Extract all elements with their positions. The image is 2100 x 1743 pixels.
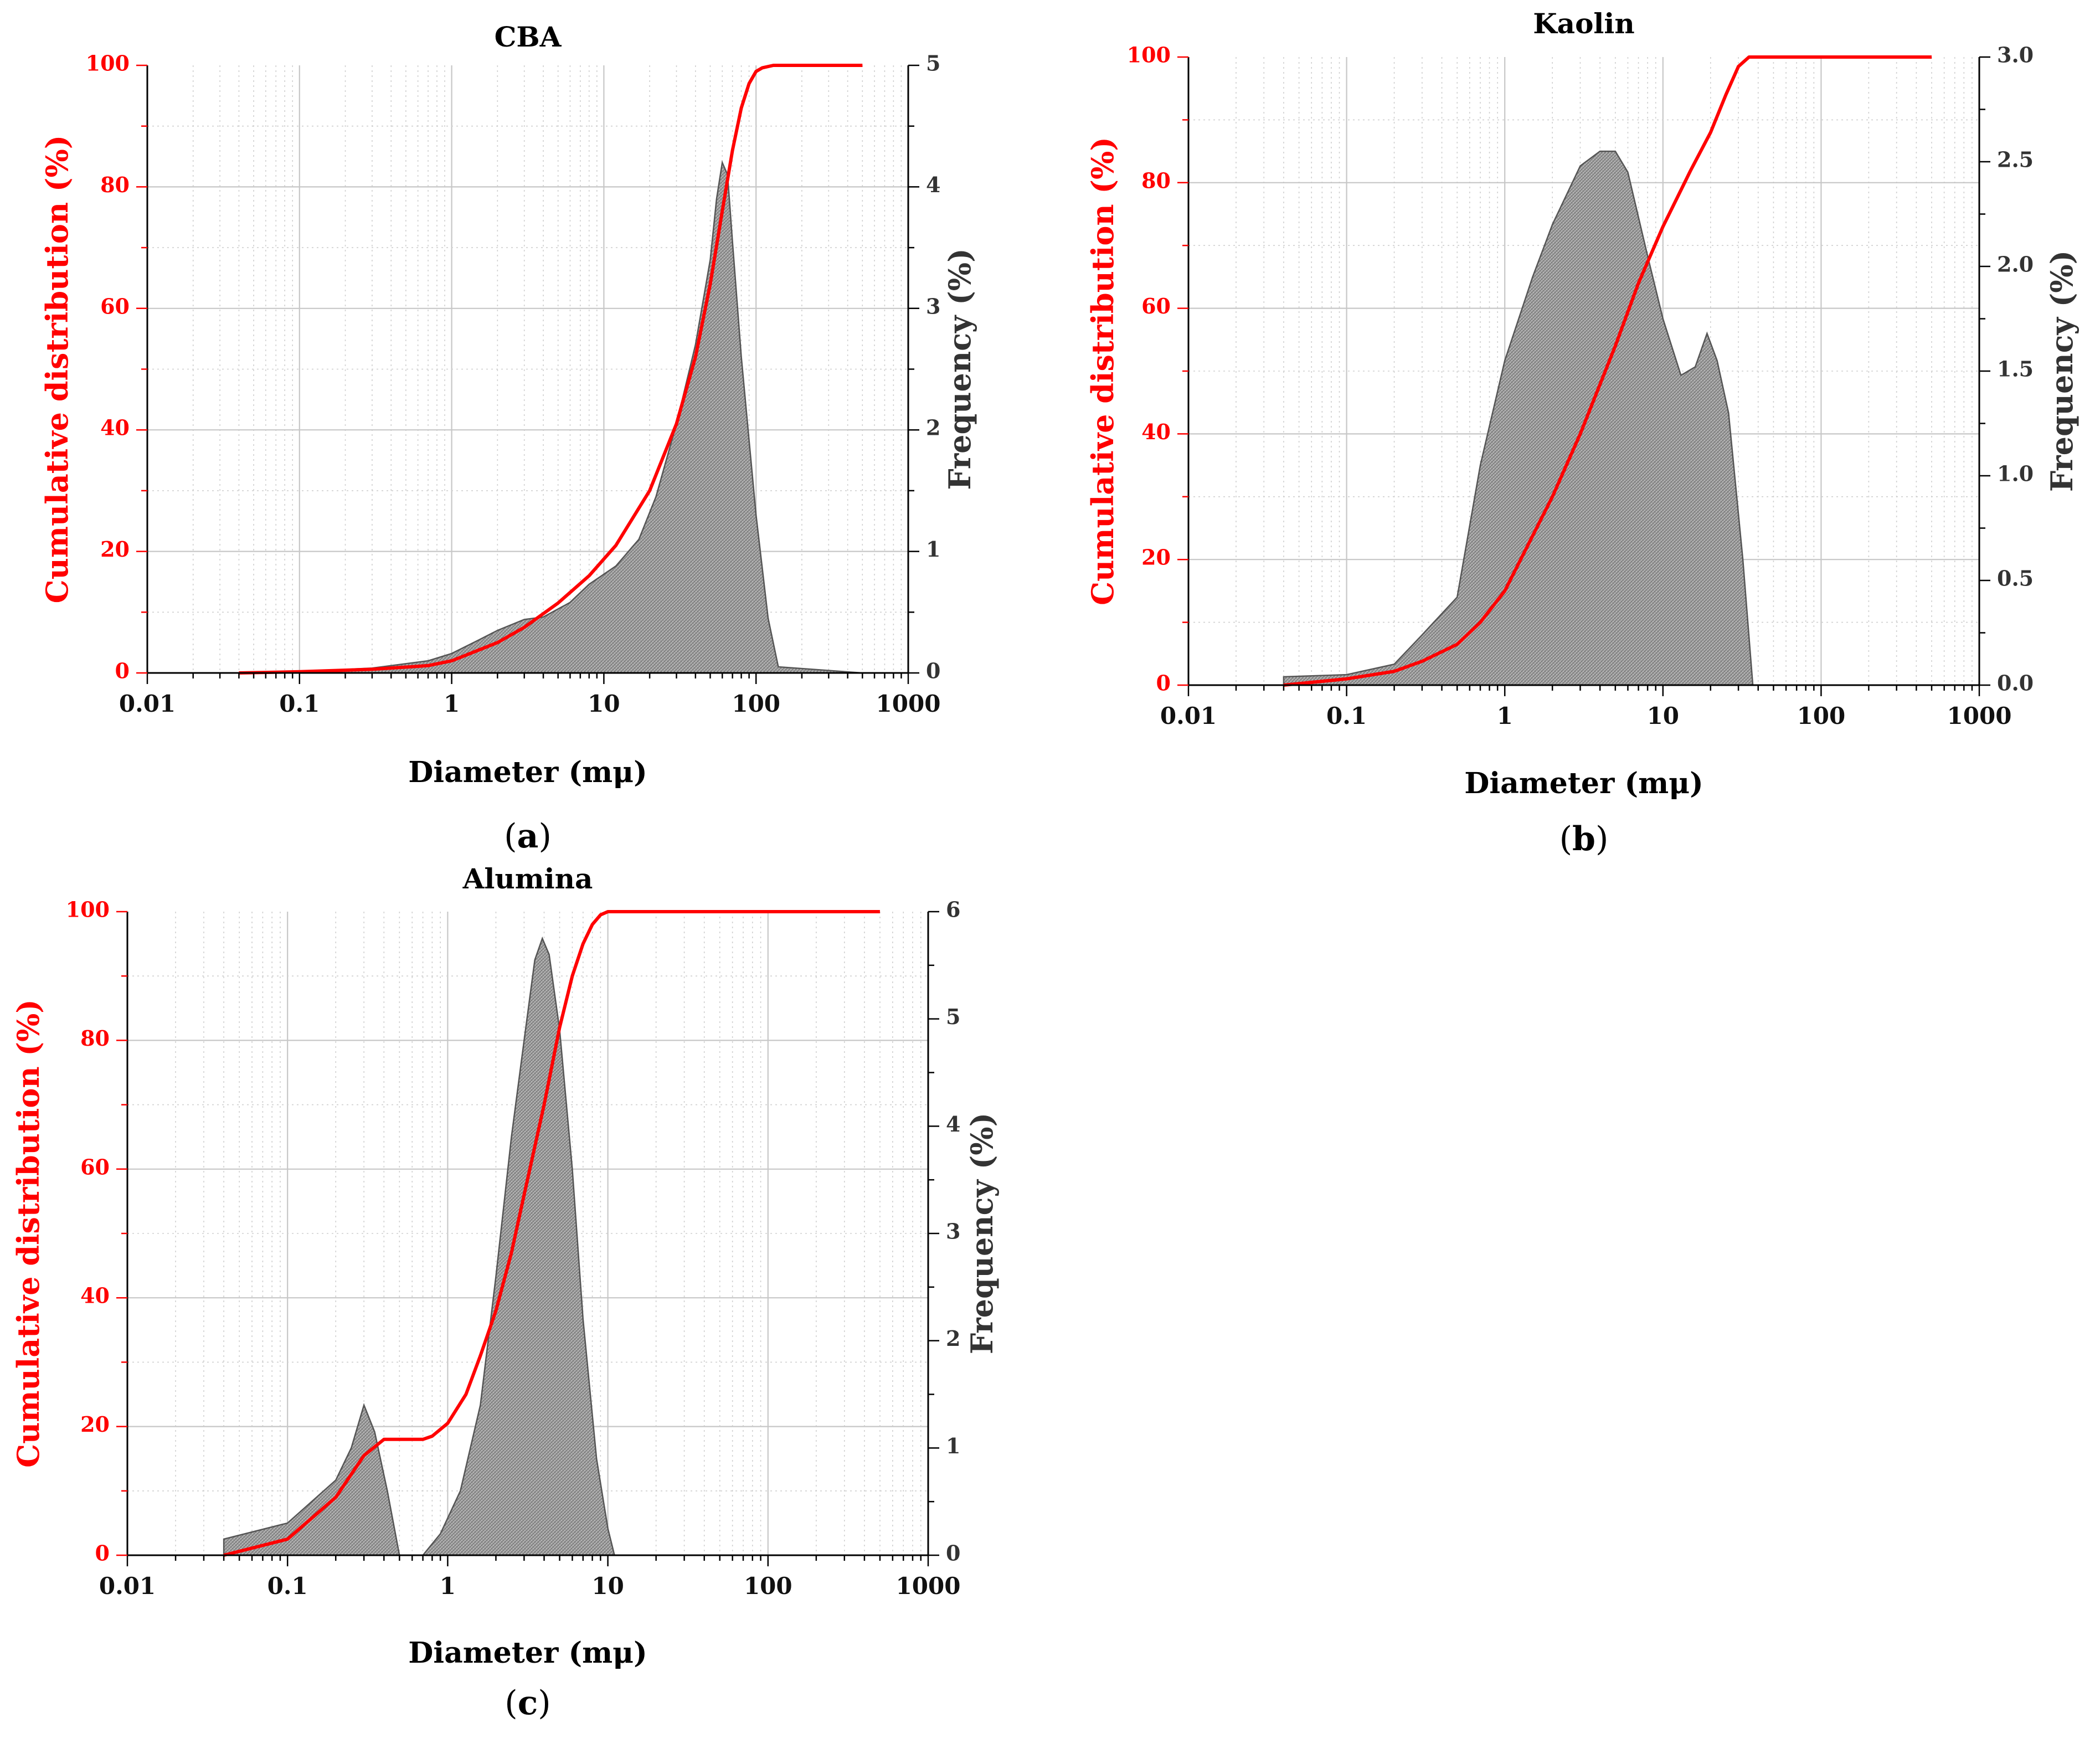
- left-axis-label: Cumulative distribution (%): [1085, 137, 1120, 605]
- right-tick-label: 3.0: [1997, 43, 2034, 68]
- right-tick-label: 0.5: [1997, 566, 2034, 591]
- left-tick-label: 20: [100, 537, 130, 562]
- x-tick-label: 0.1: [267, 1572, 308, 1600]
- grid: [147, 65, 908, 673]
- frequency-area-cba: [239, 160, 863, 674]
- left-tick-label: 60: [1141, 294, 1171, 318]
- chart-alumina: 0.01 0.1 1 10 100 10000204060801000123456Alum…: [11, 862, 1000, 1723]
- left-tick-label: 20: [80, 1412, 110, 1437]
- panel-label: (c): [505, 1684, 550, 1723]
- right-ticks: 0 1 2 3 4 5 6: [928, 897, 960, 1566]
- left-axis-label: Cumulative distribution (%): [11, 999, 46, 1468]
- left-ticks: 0 20 40 60 80 100: [1127, 43, 1188, 696]
- right-axis-label: Frequency (%): [2044, 250, 2080, 492]
- x-tick-label: 10: [588, 690, 620, 717]
- frequency-area-alumina: [223, 936, 880, 1556]
- x-ticks: 0.01 0.1 1 10 100 1000: [119, 673, 941, 717]
- x-tick-label: 1000: [876, 690, 941, 717]
- cumulative-line-kaolin: [1283, 55, 1932, 687]
- x-tick-label: 0.01: [1160, 702, 1217, 729]
- x-tick-label: 100: [732, 690, 780, 717]
- left-tick-label: 0: [95, 1541, 110, 1566]
- left-tick-label: 0: [1156, 671, 1171, 696]
- right-tick-label: 2: [926, 415, 940, 440]
- right-tick-label: 1: [926, 537, 940, 562]
- right-tick-label: 0.0: [1997, 671, 2034, 696]
- right-tick-label: 2.0: [1997, 252, 2034, 277]
- x-tick-label: 1: [1497, 702, 1513, 729]
- chart-kaolin: 0.01 0.1 1 10 100 1000 0 20 40 60 80 100 0.0 0.5 1.0 1.…: [1085, 7, 2080, 858]
- right-ticks: 0 1 2 3 4 5: [908, 51, 940, 683]
- cumulative-line-alumina: [223, 910, 880, 1557]
- right-tick-label: 1.0: [1997, 461, 2034, 486]
- right-tick-label: 0: [926, 659, 940, 683]
- x-tick-label: 0.1: [279, 690, 320, 717]
- right-tick-label: 5: [926, 51, 940, 76]
- x-axis-label: Diameter (mμ): [408, 1636, 647, 1670]
- left-ticks: 0 20 40 60 80 100: [66, 897, 127, 1566]
- left-tick-label: 0: [115, 659, 130, 683]
- left-tick-label: 100: [66, 897, 110, 922]
- right-tick-label: 2: [946, 1326, 960, 1351]
- left-tick-label: 80: [1141, 168, 1171, 193]
- right-tick-label: 4: [946, 1112, 960, 1137]
- left-tick-label: 100: [86, 51, 130, 76]
- x-tick-label: 1: [444, 690, 460, 717]
- right-tick-label: 1: [946, 1433, 960, 1458]
- chart-title: CBA: [495, 20, 562, 53]
- left-tick-label: 80: [80, 1026, 110, 1051]
- x-tick-label: 1000: [1947, 702, 2012, 729]
- x-tick-label: 10: [1647, 702, 1679, 729]
- left-axis-label: Cumulative distribution (%): [39, 135, 75, 604]
- right-tick-label: 0: [946, 1541, 960, 1566]
- chart-title: Alumina: [462, 862, 593, 895]
- right-tick-label: 2.5: [1997, 147, 2034, 172]
- charts-root: 0.01 0.1 1 10 100 1000020406080100012345CBADi…: [11, 7, 2080, 1723]
- x-tick-label: 1: [440, 1572, 456, 1600]
- left-ticks: 0 20 40 60 80 100: [86, 51, 147, 683]
- left-tick-label: 40: [1141, 419, 1171, 444]
- left-tick-label: 40: [80, 1283, 110, 1308]
- x-tick-label: 0.1: [1326, 702, 1367, 729]
- cumulative-line-cba: [239, 64, 863, 675]
- right-tick-label: 1.5: [1997, 357, 2034, 382]
- right-ticks: 0.0 0.5 1.0 1.5 2.0 2.5 3.0: [1979, 43, 2034, 696]
- x-axis-label: Diameter (mμ): [1464, 767, 1703, 800]
- left-tick-label: 40: [100, 415, 130, 440]
- x-tick-label: 1000: [896, 1572, 961, 1600]
- x-axis-label: Diameter (mμ): [408, 755, 647, 789]
- right-tick-label: 5: [946, 1004, 960, 1029]
- right-tick-label: 3: [946, 1219, 960, 1244]
- x-ticks: 0.01 0.1 1 10 100 1000: [99, 1555, 961, 1600]
- left-tick-label: 80: [100, 172, 130, 197]
- x-tick-label: 0.01: [99, 1572, 156, 1600]
- x-tick-label: 10: [591, 1572, 624, 1600]
- chart-title: Kaolin: [1533, 7, 1635, 40]
- left-tick-label: 100: [1127, 43, 1171, 68]
- x-tick-label: 100: [1797, 702, 1846, 729]
- x-tick-label: 100: [744, 1572, 792, 1600]
- left-tick-label: 20: [1141, 545, 1171, 570]
- panel-label: (b): [1559, 820, 1609, 858]
- x-ticks: 0.01 0.1 1 10 100 1000: [1160, 685, 2012, 729]
- frequency-area-kaolin: [1283, 150, 1932, 686]
- panel-label: (a): [504, 817, 552, 856]
- right-axis-label: Frequency (%): [964, 1113, 1000, 1354]
- right-tick-label: 4: [926, 172, 940, 197]
- right-tick-label: 3: [926, 294, 940, 318]
- right-axis-label: Frequency (%): [942, 248, 977, 490]
- left-tick-label: 60: [80, 1154, 110, 1179]
- left-tick-label: 60: [100, 294, 130, 318]
- x-tick-label: 0.01: [119, 690, 176, 717]
- right-tick-label: 6: [946, 897, 960, 922]
- chart-cba: 0.01 0.1 1 10 100 1000020406080100012345CBADi…: [39, 20, 977, 856]
